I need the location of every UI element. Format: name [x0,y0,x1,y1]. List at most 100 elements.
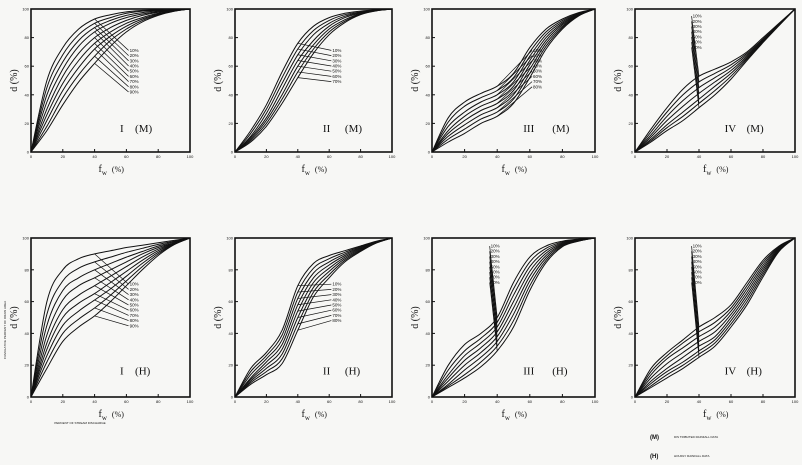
series-line-4 [30,237,191,398]
series-percent-label: 10% [130,282,139,287]
y-tick-label: 20 [25,121,30,126]
x-tick-label: 40 [495,154,500,159]
legend-text-m: DIS TRIBUTED RAINFALL DATA [674,435,718,439]
leader-line [297,309,332,318]
x-tick-label: 20 [61,399,66,404]
leader-line [691,246,700,328]
series-line-7 [30,8,191,153]
series-percent-label: 70% [491,275,500,280]
y-axis-label: d (%) [613,306,624,329]
panel-numeral: II [323,366,331,378]
series-line-8 [30,237,191,398]
x-tick-label: 60 [528,154,533,159]
y-tick-label: 20 [229,121,234,126]
plot-frame [234,8,393,153]
series-line-4 [634,237,796,398]
series-percent-label: 10% [130,48,139,53]
panel-numeral: II [323,123,331,135]
x-tick-label: 60 [327,399,332,404]
plot-frame [30,237,191,398]
series-percent-label: 10% [332,282,341,287]
x-tick-label: 20 [61,154,66,159]
series-percent-label: 80% [491,280,500,285]
x-axis-label-unit: (%) [515,165,527,174]
series-percent-label: 20% [130,53,139,58]
x-tick-label: 80 [358,154,363,159]
series-percent-label: 90% [130,90,139,95]
leader-line [94,253,129,285]
y-tick-label: 0 [231,150,234,155]
panel-tag: (M) [135,123,152,135]
y-tick-label: 100 [626,236,633,241]
series-percent-label: 40% [533,64,542,69]
series-line-8 [634,237,796,398]
x-axis-label-unit: (%) [112,165,124,174]
leader-line [297,77,332,82]
x-tick-label: 80 [358,399,363,404]
leader-line [496,76,533,108]
x-tick-label: 80 [156,399,161,404]
series-percent-label: 40% [332,297,341,302]
y-tick-label: 0 [231,395,234,400]
series-percent-label: 60% [130,74,139,79]
series-percent-label: 70% [693,275,702,280]
leader-line [496,81,533,113]
x-tick-label: 60 [729,154,734,159]
leader-line [691,21,700,82]
x-tick-label: 20 [264,154,269,159]
series-percent-label: 20% [693,249,702,254]
x-axis-label-sub: w [706,169,712,177]
series-percent-label: 60% [130,308,139,313]
series-percent-label: 80% [130,84,139,89]
y-tick-label: 100 [626,7,633,12]
leader-line [297,71,332,77]
y-tick-label: 20 [426,121,431,126]
series-percent-label: 30% [693,254,702,259]
legend-key-h: (H) [650,454,658,460]
series-line-8 [431,237,596,398]
y-tick-label: 60 [629,299,634,304]
series-percent-label: 70% [130,313,139,318]
leader-line [691,261,700,342]
x-tick-label: 0 [431,154,434,159]
x-tick-label: 80 [156,154,161,159]
x-tick-label: 0 [234,154,237,159]
x-tick-label: 40 [495,399,500,404]
leader-line [691,42,700,104]
series-line-4 [30,8,191,153]
leader-line [489,266,498,337]
series-line-3 [30,8,191,153]
y-tick-label: 20 [629,121,634,126]
panel-numeral: I [120,366,124,378]
y-tick-label: 60 [426,64,431,69]
y-tick-label: 0 [631,395,634,400]
y-tick-label: 40 [629,331,634,336]
x-axis-label-unit: (%) [716,165,728,174]
x-axis-label: fw (%) [302,164,328,177]
side-label-y: CUMULATIVE PERCENT OF DRAIN AREA [3,301,7,359]
series-percent-label: 70% [693,45,702,50]
x-tick-label: 100 [389,399,396,404]
leader-line [691,282,700,358]
series-percent-label: 30% [332,292,341,297]
x-tick-label: 80 [761,399,766,404]
series-line-1 [30,8,191,153]
series-line-2 [234,237,393,398]
y-tick-label: 0 [27,150,30,155]
x-tick-label: 0 [634,399,637,404]
y-tick-label: 60 [229,64,234,69]
leader-line [691,16,700,77]
y-axis-label: d (%) [410,69,421,92]
panel-tag: (H) [552,366,568,378]
plot-frame [634,237,796,398]
x-tick-label: 20 [264,399,269,404]
leader-line [297,299,332,306]
y-tick-label: 0 [631,150,634,155]
leader-line [297,294,332,299]
series-line-1 [634,237,796,398]
y-tick-label: 100 [22,7,29,12]
